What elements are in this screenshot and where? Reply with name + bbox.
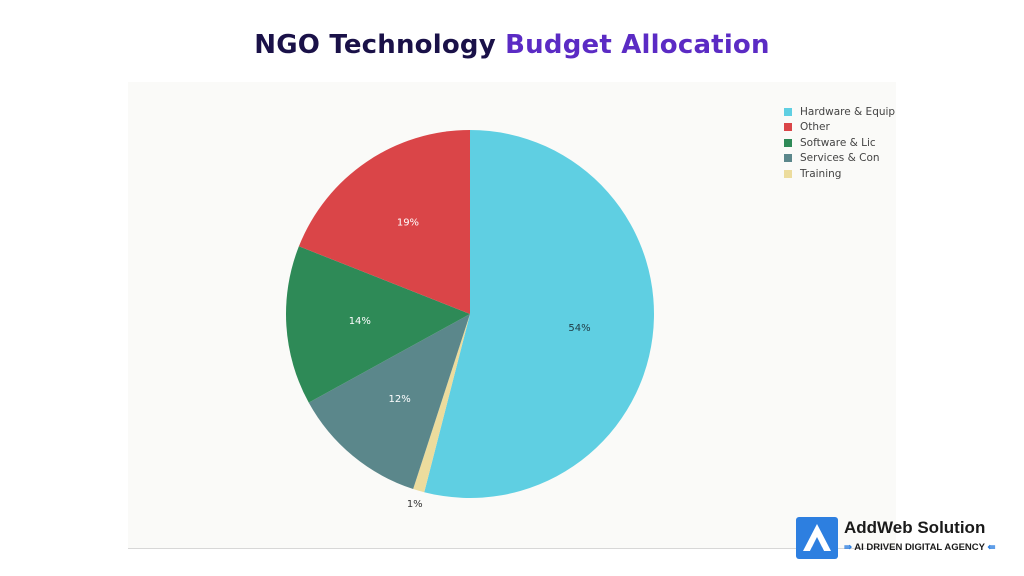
chart-title: NGO Technology Budget Allocation <box>0 30 1024 60</box>
pie-slice-services-con <box>308 314 470 489</box>
legend-swatch <box>784 107 792 116</box>
legend-swatch <box>784 154 792 163</box>
legend: Hardware & Equip Other Software & Lic Servi… <box>784 104 895 182</box>
chart-title-part1: NGO Technology <box>254 30 496 60</box>
legend-label: Software & Lic <box>800 136 876 149</box>
arrow-left-icon: ⇚ <box>987 542 996 553</box>
legend-item-software-lic: Software & Lic <box>784 135 895 151</box>
pie-slice-other <box>298 130 470 314</box>
legend-label: Hardware & Equip <box>800 105 896 118</box>
arrow-right-icon: ⇛ <box>844 542 852 553</box>
chart-panel: 54% 1% 12% 14% 19% Hardware & Equip Other Soft… <box>128 82 896 549</box>
legend-swatch <box>784 123 792 132</box>
pie-chart: 54% 1% 12% 14% 19% <box>286 130 654 510</box>
chart-title-part2: Budget Allocation <box>505 30 770 60</box>
legend-item-training: Training <box>784 166 895 182</box>
pie-slice-hardware-equip <box>424 130 654 498</box>
brand-tagline-text: AI DRIVEN DIGITAL AGENCY <box>854 542 985 553</box>
addweb-logo-icon <box>796 517 838 559</box>
legend-label: Other <box>800 121 830 134</box>
pie-slice-software-lic <box>286 246 470 403</box>
brand-logo: AddWeb Solution ⇛ AI DRIVEN DIGITAL AGEN… <box>796 517 1012 561</box>
legend-label: Training <box>800 167 842 180</box>
slice-label-software-lic: 14% <box>349 316 371 327</box>
legend-swatch <box>784 169 792 178</box>
pie-slice-training <box>413 314 470 493</box>
legend-item-hardware-equip: Hardware & Equip <box>784 104 895 120</box>
legend-item-other: Other <box>784 120 895 136</box>
slice-label-training: 1% <box>407 499 423 510</box>
legend-swatch <box>784 138 792 147</box>
slice-label-other: 19% <box>397 218 419 229</box>
slice-label-hardware-equip: 54% <box>568 323 590 334</box>
brand-name: AddWeb Solution <box>844 518 986 537</box>
brand-tagline: ⇛ AI DRIVEN DIGITAL AGENCY ⇚ <box>844 542 995 553</box>
legend-label: Services & Con <box>800 152 880 165</box>
legend-item-services-con: Services & Con <box>784 151 895 167</box>
slice-label-services-con: 12% <box>389 394 411 405</box>
